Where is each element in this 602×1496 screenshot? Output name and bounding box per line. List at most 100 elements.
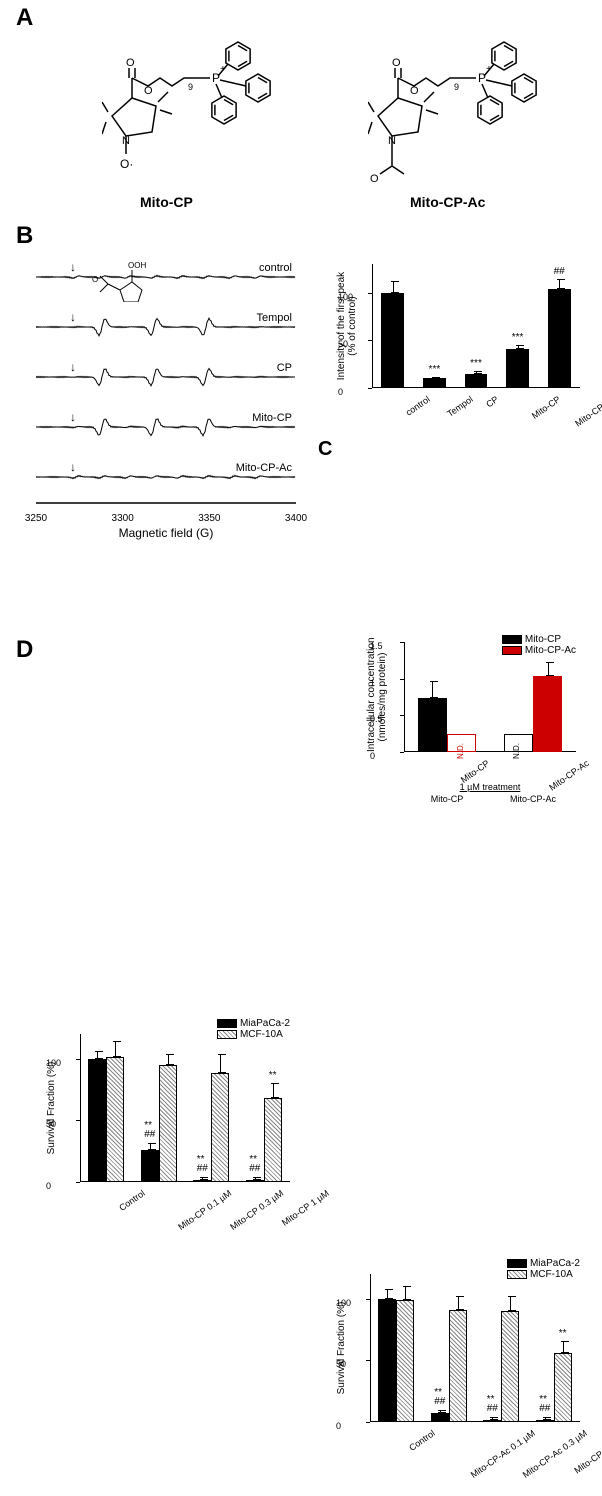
- bar: [381, 293, 404, 388]
- errorbar: [458, 1296, 459, 1310]
- xtick: 3250: [25, 513, 47, 524]
- svg-text:O: O: [126, 57, 135, 69]
- bar: [211, 1073, 229, 1182]
- errorbar: [476, 371, 477, 374]
- panel-d-label: D: [16, 636, 33, 664]
- errorbar: [545, 1417, 546, 1419]
- significance: **##: [249, 1155, 260, 1173]
- significance: **: [269, 1071, 277, 1080]
- category-label: Mito-CP: [529, 394, 561, 421]
- errorbar: [434, 377, 435, 379]
- errorbar: [150, 1143, 151, 1150]
- panel-a-molecules: O·NOO9P+Mito-CPNOOO9P+Mito-CP-Ac: [32, 36, 572, 216]
- bar: [396, 1300, 414, 1422]
- epr-label: Mito-CP: [252, 412, 292, 424]
- svg-text:O: O: [410, 85, 419, 97]
- errorbar: [432, 681, 433, 699]
- legend-item: MCF-10A: [217, 1029, 290, 1040]
- legend-item: MiaPaCa-2: [217, 1018, 290, 1029]
- errorbar: [255, 1177, 256, 1179]
- category-label: Control: [407, 1428, 437, 1453]
- legend-item: Mito-CP: [502, 634, 576, 645]
- svg-text:O: O: [370, 173, 379, 185]
- molecule-label: Mito-CP: [140, 194, 193, 210]
- panel-d-chart-1: 050100Survival Fraction (%)ControlMito-C…: [36, 1016, 296, 1256]
- epr-row-cp: ↓ CP: [36, 348, 296, 402]
- bar: [536, 1420, 554, 1422]
- significance: **: [559, 1329, 567, 1338]
- svg-text:9: 9: [188, 82, 193, 92]
- svg-text:O·: O·: [120, 157, 133, 171]
- bar: [501, 1311, 519, 1422]
- category-label: Mito-CP 0.1 µM: [176, 1188, 233, 1232]
- bar: [141, 1150, 159, 1182]
- category-label: Mito-CP: [459, 758, 491, 785]
- panel-b-label: B: [16, 222, 33, 250]
- significance: **##: [539, 1395, 550, 1413]
- errorbar: [273, 1083, 274, 1098]
- errorbar: [220, 1054, 221, 1074]
- molecule-mito-cp-ac: NOOO9P+: [368, 36, 578, 189]
- epr-spectra-plot: OOHON↓control↓Tempol↓CP↓Mito-CP↓Mito-CP-…: [36, 248, 296, 548]
- errorbar: [440, 1410, 441, 1414]
- legend-item: MiaPaCa-2: [507, 1258, 580, 1269]
- svg-text:9: 9: [454, 82, 459, 92]
- errorbar: [168, 1054, 169, 1065]
- errorbar: [548, 662, 549, 677]
- legend: MiaPaCa-2MCF-10A: [217, 1018, 290, 1040]
- xlabel: Magnetic field (G): [36, 526, 296, 540]
- epr-label: Mito-CP-Ac: [236, 462, 292, 474]
- category-label: Tempol: [446, 394, 476, 419]
- molecule-label: Mito-CP-Ac: [410, 194, 485, 210]
- legend: Mito-CPMito-CP-Ac: [502, 634, 576, 656]
- bar: [548, 289, 571, 388]
- errorbar: [393, 281, 394, 292]
- epr-row-control: ↓ control: [36, 248, 296, 302]
- group-label: Mito-CP: [404, 794, 490, 804]
- bar: [106, 1057, 124, 1182]
- xtick: 3300: [112, 513, 134, 524]
- errorbar: [563, 1341, 564, 1353]
- arrow-marker: ↓: [70, 260, 76, 274]
- errorbar: [518, 345, 519, 349]
- nd-label: N.D.: [512, 743, 521, 759]
- category-label: Mito-CP 1 µM: [280, 1188, 331, 1228]
- bar: [88, 1059, 106, 1182]
- epr-label: control: [259, 262, 292, 274]
- errorbar: [492, 1417, 493, 1419]
- epr-row-tempol: ↓ Tempol: [36, 298, 296, 352]
- svg-text:P: P: [212, 71, 220, 85]
- bar: [449, 1310, 467, 1422]
- arrow-marker: ↓: [70, 360, 76, 374]
- svg-text:N: N: [388, 135, 396, 147]
- significance: ***: [470, 359, 482, 368]
- panel-c-label: C: [318, 438, 332, 461]
- errorbar: [387, 1289, 388, 1299]
- significance: ***: [429, 365, 441, 374]
- panel-d-chart-2: 050100Survival Fraction (%)ControlMito-C…: [326, 1256, 586, 1496]
- panel-b-barchart: 050100Intensity of the first peak(% of c…: [326, 250, 586, 430]
- arrow-marker: ↓: [70, 410, 76, 424]
- significance: ***: [512, 333, 524, 342]
- bar: [465, 374, 488, 388]
- panel-a-label: A: [16, 4, 33, 32]
- ylabel: Survival Fraction (%): [336, 1274, 347, 1422]
- category-label: Control: [117, 1188, 147, 1213]
- x-sublabel: 1 µM treatment: [404, 782, 576, 792]
- epr-row-mito-cp-ac: ↓ Mito-CP-Ac: [36, 448, 296, 502]
- arrow-marker: ↓: [70, 460, 76, 474]
- arrow-marker: ↓: [70, 310, 76, 324]
- category-label: CP: [484, 394, 500, 409]
- errorbar: [559, 279, 560, 289]
- nd-label: N.D.: [456, 743, 465, 759]
- bar: [264, 1098, 282, 1182]
- epr-label: Tempol: [257, 312, 292, 324]
- epr-row-mito-cp: ↓ Mito-CP: [36, 398, 296, 452]
- category-label: Mito-CP-Ac: [574, 394, 602, 429]
- errorbar: [405, 1286, 406, 1300]
- significance: **##: [434, 1388, 445, 1406]
- epr-label: CP: [277, 362, 292, 374]
- significance: **##: [144, 1121, 155, 1139]
- group-label: Mito-CP-Ac: [490, 794, 576, 804]
- ylabel: Intensity of the first peak(% of control…: [336, 264, 358, 388]
